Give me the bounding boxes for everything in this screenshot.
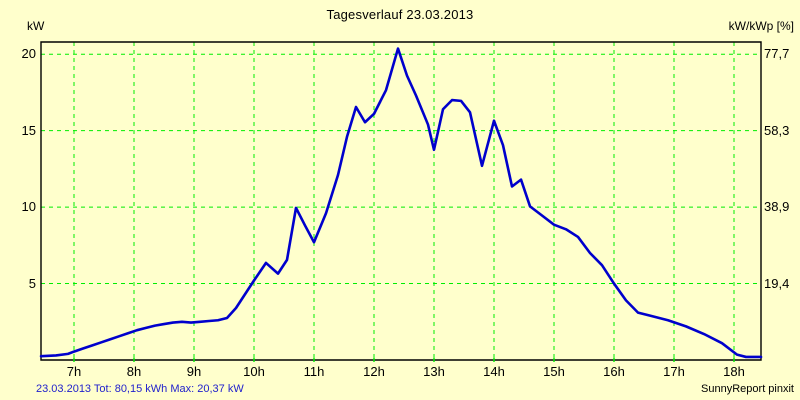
chart-credit-text: SunnyReport pinxit <box>701 383 794 395</box>
data-series-line <box>39 47 763 359</box>
x-axis-tick-label: 13h <box>423 364 445 379</box>
chart-title: Tagesverlauf 23.03.2013 <box>326 7 474 22</box>
x-axis-tick-label: 10h <box>243 364 265 379</box>
y-axis-tick-label: 20 <box>21 46 36 62</box>
x-axis-tick-label: 17h <box>663 364 685 379</box>
y2-axis-tick-label: 38,9 <box>764 198 790 214</box>
x-axis-tick-label: 8h <box>126 364 142 379</box>
x-axis-tick-label: 11h <box>303 364 325 379</box>
x-axis-tick-label: 15h <box>543 364 565 379</box>
axis-tick-marks <box>73 358 735 362</box>
y-axis-tick-label: 5 <box>28 275 36 291</box>
x-axis-tick-label: 12h <box>363 364 385 379</box>
y-axis-tick-label: 15 <box>21 122 36 138</box>
y2-axis-tick-label: 19,4 <box>764 275 790 291</box>
y2-axis-unit-label: kW/kWp [%] <box>728 19 794 33</box>
x-axis-tick-label: 18h <box>723 364 745 379</box>
chart-summary-text: 23.03.2013 Tot: 80,15 kWh Max: 20,37 kW <box>36 383 244 395</box>
x-axis-tick-label: 7h <box>66 364 82 379</box>
x-axis-tick-label: 16h <box>603 364 625 379</box>
y-axis-unit-label: kW <box>27 19 45 33</box>
x-axis-tick-label: 14h <box>483 364 505 379</box>
plot-frame <box>40 41 762 361</box>
y2-axis-tick-label: 58,3 <box>764 122 790 138</box>
y2-axis-tick-label: 77,7 <box>764 46 790 62</box>
gridlines <box>41 42 761 360</box>
y-axis-tick-label: 10 <box>21 199 36 215</box>
x-axis-tick-label: 9h <box>186 364 202 379</box>
